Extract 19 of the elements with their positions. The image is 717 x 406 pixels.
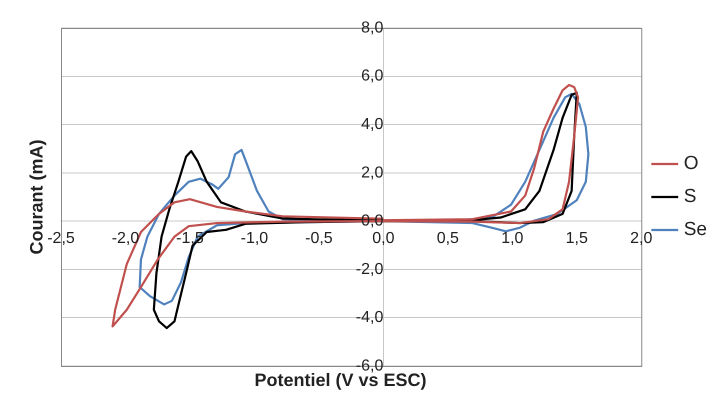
legend-label: Se xyxy=(684,219,708,240)
legend-label: S xyxy=(684,186,696,208)
y-tick-label: 6,0 xyxy=(361,68,384,85)
y-tick-label: 2,0 xyxy=(361,164,384,182)
x-tick-label: 0,0 xyxy=(372,230,395,248)
y-axis-title: Courant (mA) xyxy=(26,140,48,254)
x-tick-label: -0,5 xyxy=(305,230,333,248)
x-tick-label: 0,5 xyxy=(436,230,460,248)
y-tick-label: -4,0 xyxy=(356,309,384,326)
x-tick-label: 1,0 xyxy=(501,230,524,248)
y-tick-label: -6,0 xyxy=(356,357,384,374)
legend-label: O xyxy=(684,153,699,174)
y-tick-label: -2,0 xyxy=(356,260,384,278)
x-tick-label: -1,0 xyxy=(240,230,268,248)
y-tick-label: 8,0 xyxy=(361,19,384,36)
x-tick-label: 1,5 xyxy=(566,230,588,248)
x-tick-label: 2,0 xyxy=(630,230,652,248)
x-tick-label: -2,5 xyxy=(47,230,75,248)
y-tick-label: 4,0 xyxy=(361,116,384,133)
